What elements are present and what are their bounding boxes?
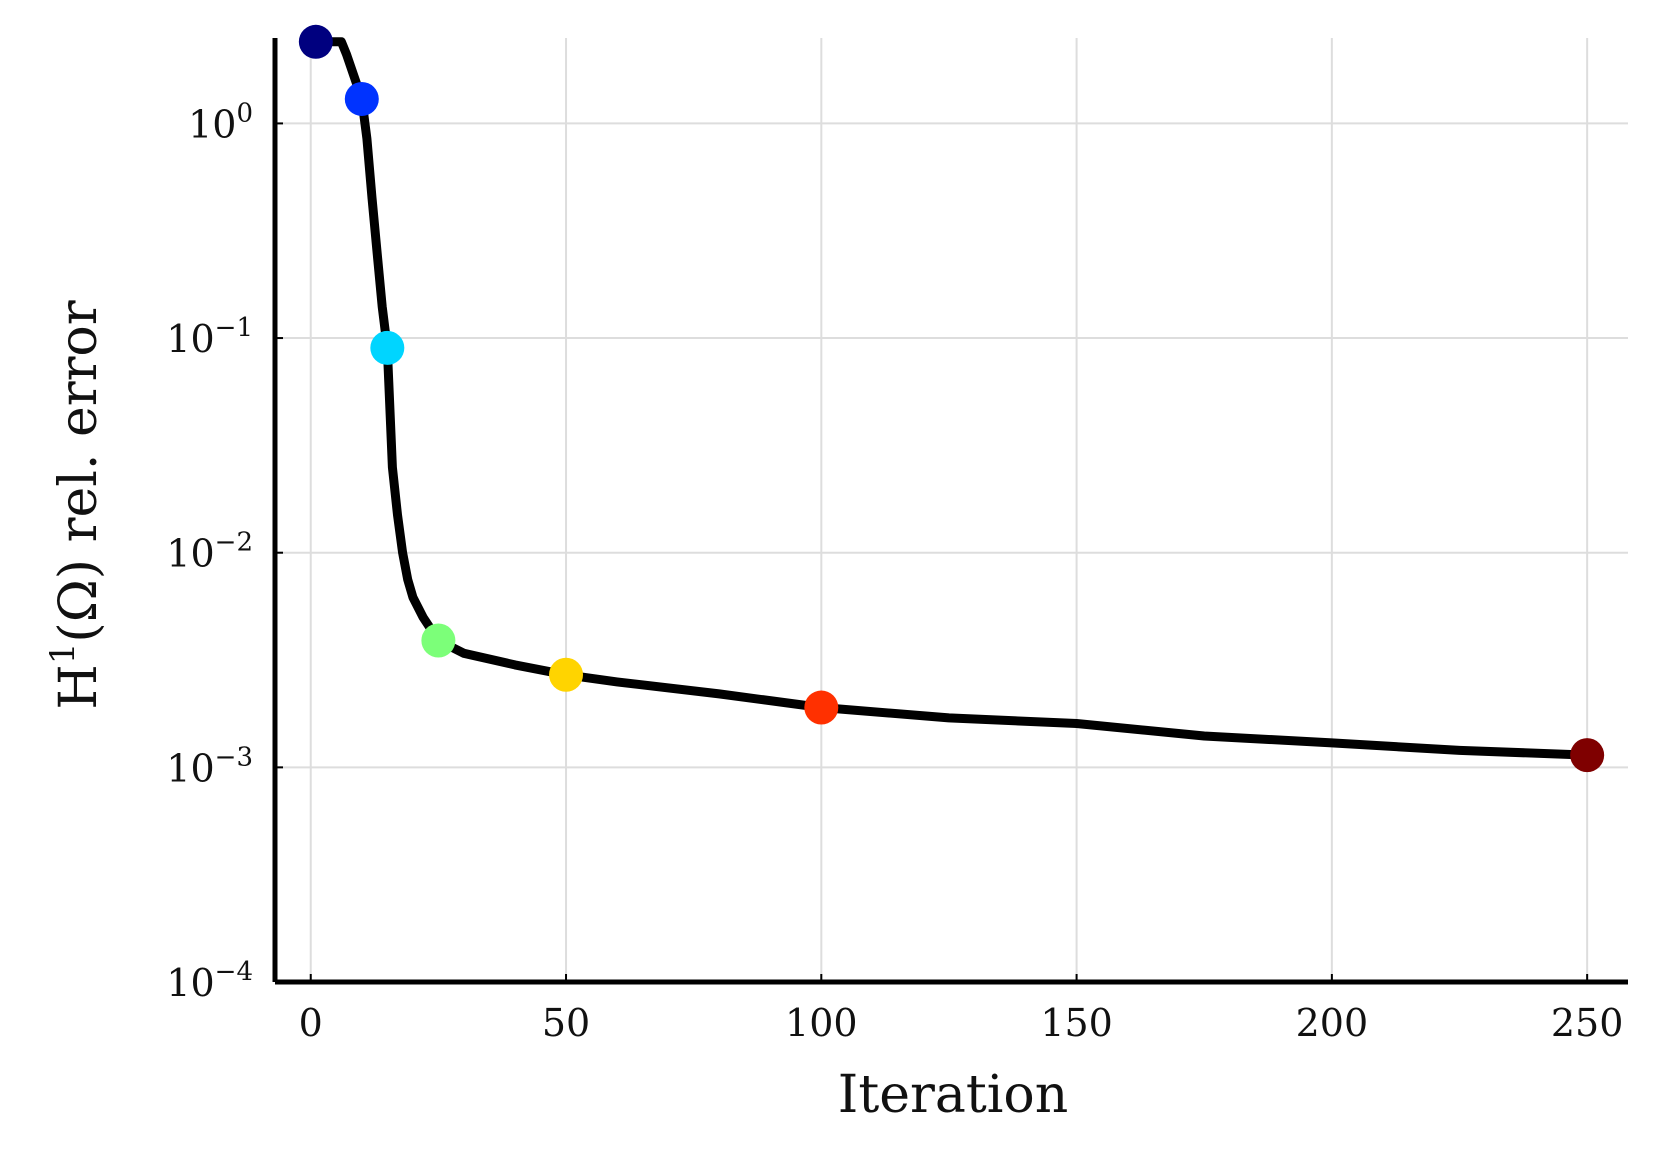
x-tick-label: 200 bbox=[1296, 1001, 1369, 1045]
x-tick-labels: 0 50 100 150 200 250 bbox=[299, 1001, 1624, 1045]
y-tick-label: 10−4 bbox=[166, 957, 253, 1005]
x-tick-label: 0 bbox=[299, 1001, 323, 1045]
data-point-marker bbox=[549, 657, 584, 692]
y-axis-title: H1(Ω) rel. error bbox=[43, 300, 109, 709]
x-tick-label: 150 bbox=[1040, 1001, 1113, 1045]
markers bbox=[298, 24, 1605, 773]
data-point-marker bbox=[421, 623, 456, 658]
x-axis-title: Iteration bbox=[838, 1065, 1068, 1125]
x-tick-label: 50 bbox=[542, 1001, 590, 1045]
data-point-marker bbox=[298, 24, 333, 59]
y-tick-label: 10−3 bbox=[166, 742, 253, 790]
y-tick-label: 100 bbox=[188, 98, 253, 146]
x-tick-label: 100 bbox=[785, 1001, 858, 1045]
data-point-marker bbox=[804, 690, 839, 725]
y-tick-label: 10−2 bbox=[166, 528, 253, 576]
y-tick-labels: 100 10−1 10−2 10−3 10−4 bbox=[166, 98, 253, 1005]
data-point-marker bbox=[1570, 738, 1605, 773]
error-line bbox=[311, 37, 1592, 760]
grid bbox=[275, 38, 1628, 982]
series bbox=[311, 37, 1592, 760]
data-point-marker bbox=[370, 330, 405, 365]
axes bbox=[272, 38, 1628, 985]
data-point-marker bbox=[344, 81, 379, 116]
x-tick-label: 250 bbox=[1551, 1001, 1624, 1045]
y-tick-label: 10−1 bbox=[166, 313, 253, 361]
